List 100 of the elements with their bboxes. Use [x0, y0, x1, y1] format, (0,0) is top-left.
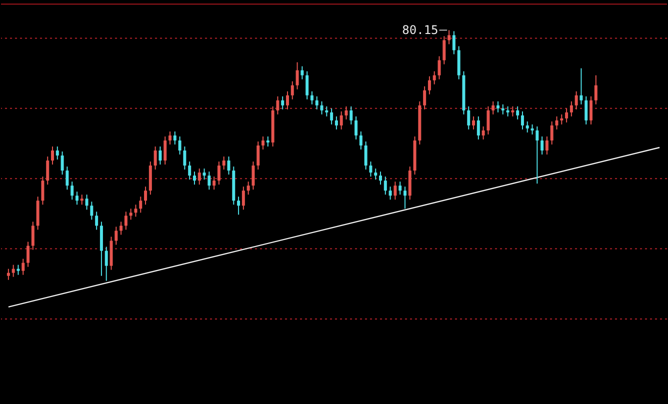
- candlestick: [496, 100, 500, 113]
- candlestick: [198, 168, 201, 186]
- candlestick: [183, 146, 186, 170]
- candlestick: [398, 181, 402, 196]
- candlestick: [448, 30, 451, 45]
- candlestick: [246, 181, 250, 196]
- candlestick: [262, 136, 265, 150]
- candlestick: [12, 264, 15, 278]
- candlestick: [202, 168, 206, 180]
- candlestick: [192, 171, 196, 186]
- candlestick: [330, 108, 334, 125]
- candlestick: [66, 166, 69, 190]
- candlestick: [442, 36, 446, 65]
- candlestick: [472, 116, 476, 130]
- candlestick: [56, 146, 59, 160]
- candlestick: [144, 186, 148, 206]
- candlestick: [286, 90, 289, 110]
- candlestick: [438, 56, 441, 80]
- candlestick: [6, 268, 10, 280]
- candlestick: [154, 146, 157, 170]
- candlestick: [222, 156, 226, 170]
- annotation: 80.15: [402, 23, 438, 38]
- candlestick: [310, 90, 314, 105]
- candlestick: [486, 106, 490, 135]
- candlestick: [452, 30, 456, 55]
- candlestick: [178, 136, 182, 156]
- candlestick: [188, 161, 192, 180]
- candlestick: [501, 104, 504, 115]
- candlestick: [16, 264, 20, 276]
- candlestick: [555, 116, 558, 130]
- candlestick: [384, 176, 387, 196]
- candlestick: [208, 171, 211, 190]
- candlestick: [300, 66, 304, 80]
- candlestick: [46, 156, 50, 186]
- candlestick: [95, 211, 98, 230]
- candlestick: [256, 140, 260, 170]
- candlestick: [217, 161, 220, 186]
- candlestick: [41, 176, 44, 206]
- candlestick: [516, 106, 520, 120]
- candlestick: [492, 100, 495, 115]
- candlestick: [120, 221, 123, 236]
- candlestick: [359, 130, 362, 150]
- candlestick: [90, 201, 94, 220]
- candlestick: [467, 106, 470, 130]
- candlestick: [124, 211, 128, 230]
- candlestick: [134, 204, 138, 218]
- candlestick: [594, 74, 598, 105]
- candlestick: [129, 208, 132, 220]
- candlestick: [315, 96, 318, 110]
- candlestick: [423, 86, 426, 110]
- candlestick: [252, 161, 255, 190]
- candlestick: [158, 146, 162, 166]
- candlestick: [26, 241, 30, 268]
- candlestick: [560, 114, 564, 125]
- candlestick: [540, 136, 544, 156]
- candlestick: [168, 130, 172, 145]
- candlestick: [379, 171, 382, 186]
- candlestick: [511, 106, 514, 117]
- candlestick: [51, 146, 54, 166]
- candlestick: [242, 186, 245, 210]
- candlestick: [22, 258, 25, 276]
- candlestick: [75, 191, 78, 206]
- candlestick: [114, 226, 118, 246]
- candlestick: [164, 136, 167, 166]
- candlestick: [85, 194, 88, 210]
- candlestick: [545, 136, 548, 156]
- candlestick: [173, 130, 176, 145]
- candlestick: [565, 108, 568, 123]
- candlestick: [580, 68, 583, 105]
- candlestick: [388, 186, 392, 200]
- candlestick: [570, 100, 573, 117]
- candlestick: [354, 116, 358, 140]
- candlestick: [428, 76, 431, 95]
- candlestick: [266, 136, 270, 147]
- candlestick: [369, 161, 372, 178]
- candlestick: [334, 116, 338, 130]
- candlestick: [237, 196, 240, 216]
- candlestick: [104, 246, 108, 282]
- candlestick: [296, 62, 299, 90]
- candlestick: [584, 96, 588, 125]
- candlestick: [530, 124, 534, 135]
- candlestick: [325, 106, 328, 117]
- candlestick: [350, 106, 353, 125]
- candlestick: [520, 110, 524, 130]
- candlestick: [340, 110, 343, 130]
- candlestick: [476, 116, 480, 140]
- candlestick: [227, 156, 230, 176]
- candlestick: [550, 120, 554, 145]
- candlestick: [281, 96, 284, 110]
- candlestick: [403, 186, 406, 210]
- candlestick: [432, 70, 436, 85]
- candlestick: [394, 181, 397, 200]
- candlestick: [536, 126, 539, 184]
- candlestick: [276, 96, 280, 115]
- candlestick: [320, 100, 324, 115]
- candlestick: [506, 106, 510, 117]
- candlestick: [590, 96, 593, 125]
- candlestick: [70, 181, 74, 200]
- candlestick: [60, 151, 64, 176]
- candlestick: [290, 80, 294, 100]
